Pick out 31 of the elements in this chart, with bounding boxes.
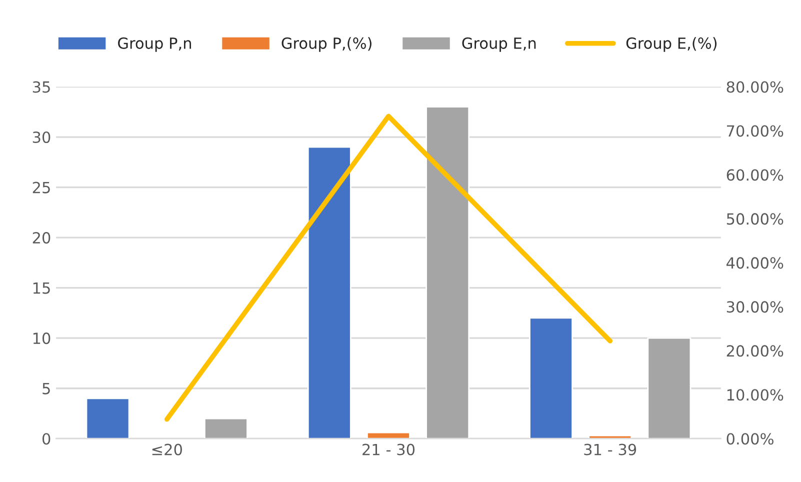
y2-tick-label: 20.00%	[726, 345, 784, 357]
y-tick-label: 25	[32, 182, 50, 194]
bar	[307, 146, 352, 439]
bar	[204, 418, 248, 439]
x-tick-label: ≤20	[152, 444, 182, 456]
bar	[529, 317, 573, 439]
y-tick-label: 0	[42, 433, 50, 445]
legend-label: Group P,n	[118, 37, 191, 52]
y2-tick-label: 70.00%	[727, 125, 784, 137]
y2-tick-label: 80.00%	[726, 81, 784, 93]
bar	[86, 398, 130, 439]
bar	[647, 337, 692, 439]
y-tick-label: 10	[33, 332, 50, 344]
x-tick-label: 21 - 30	[362, 444, 415, 456]
y2-tick-label: 10.00%	[727, 389, 784, 401]
y2-tick-label: 50.00%	[726, 213, 784, 225]
y-tick-label: 30	[32, 131, 50, 144]
bar	[426, 106, 470, 439]
bar	[366, 432, 410, 439]
legend-label: Group E,n	[462, 37, 536, 52]
y2-tick-label: 30.00%	[726, 301, 784, 313]
y-tick-label: 15	[33, 282, 50, 294]
x-tick-label: 31 - 39	[584, 444, 636, 456]
y-tick-label: 20	[32, 232, 50, 244]
y-tick-label: 35	[32, 81, 50, 93]
legend-label: Group E,(%)	[626, 37, 717, 52]
y2-tick-label: 0.00%	[726, 433, 774, 445]
y2-tick-label: 40.00%	[726, 257, 784, 269]
y2-tick-label: 60.00%	[726, 169, 784, 181]
y-tick-label: 5	[42, 383, 50, 394]
legend-label: Group P,(%)	[282, 37, 372, 52]
